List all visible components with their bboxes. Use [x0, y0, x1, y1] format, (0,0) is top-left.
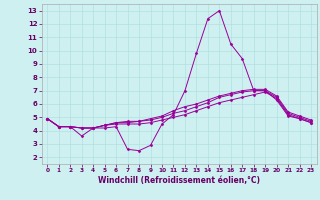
X-axis label: Windchill (Refroidissement éolien,°C): Windchill (Refroidissement éolien,°C): [98, 176, 260, 185]
